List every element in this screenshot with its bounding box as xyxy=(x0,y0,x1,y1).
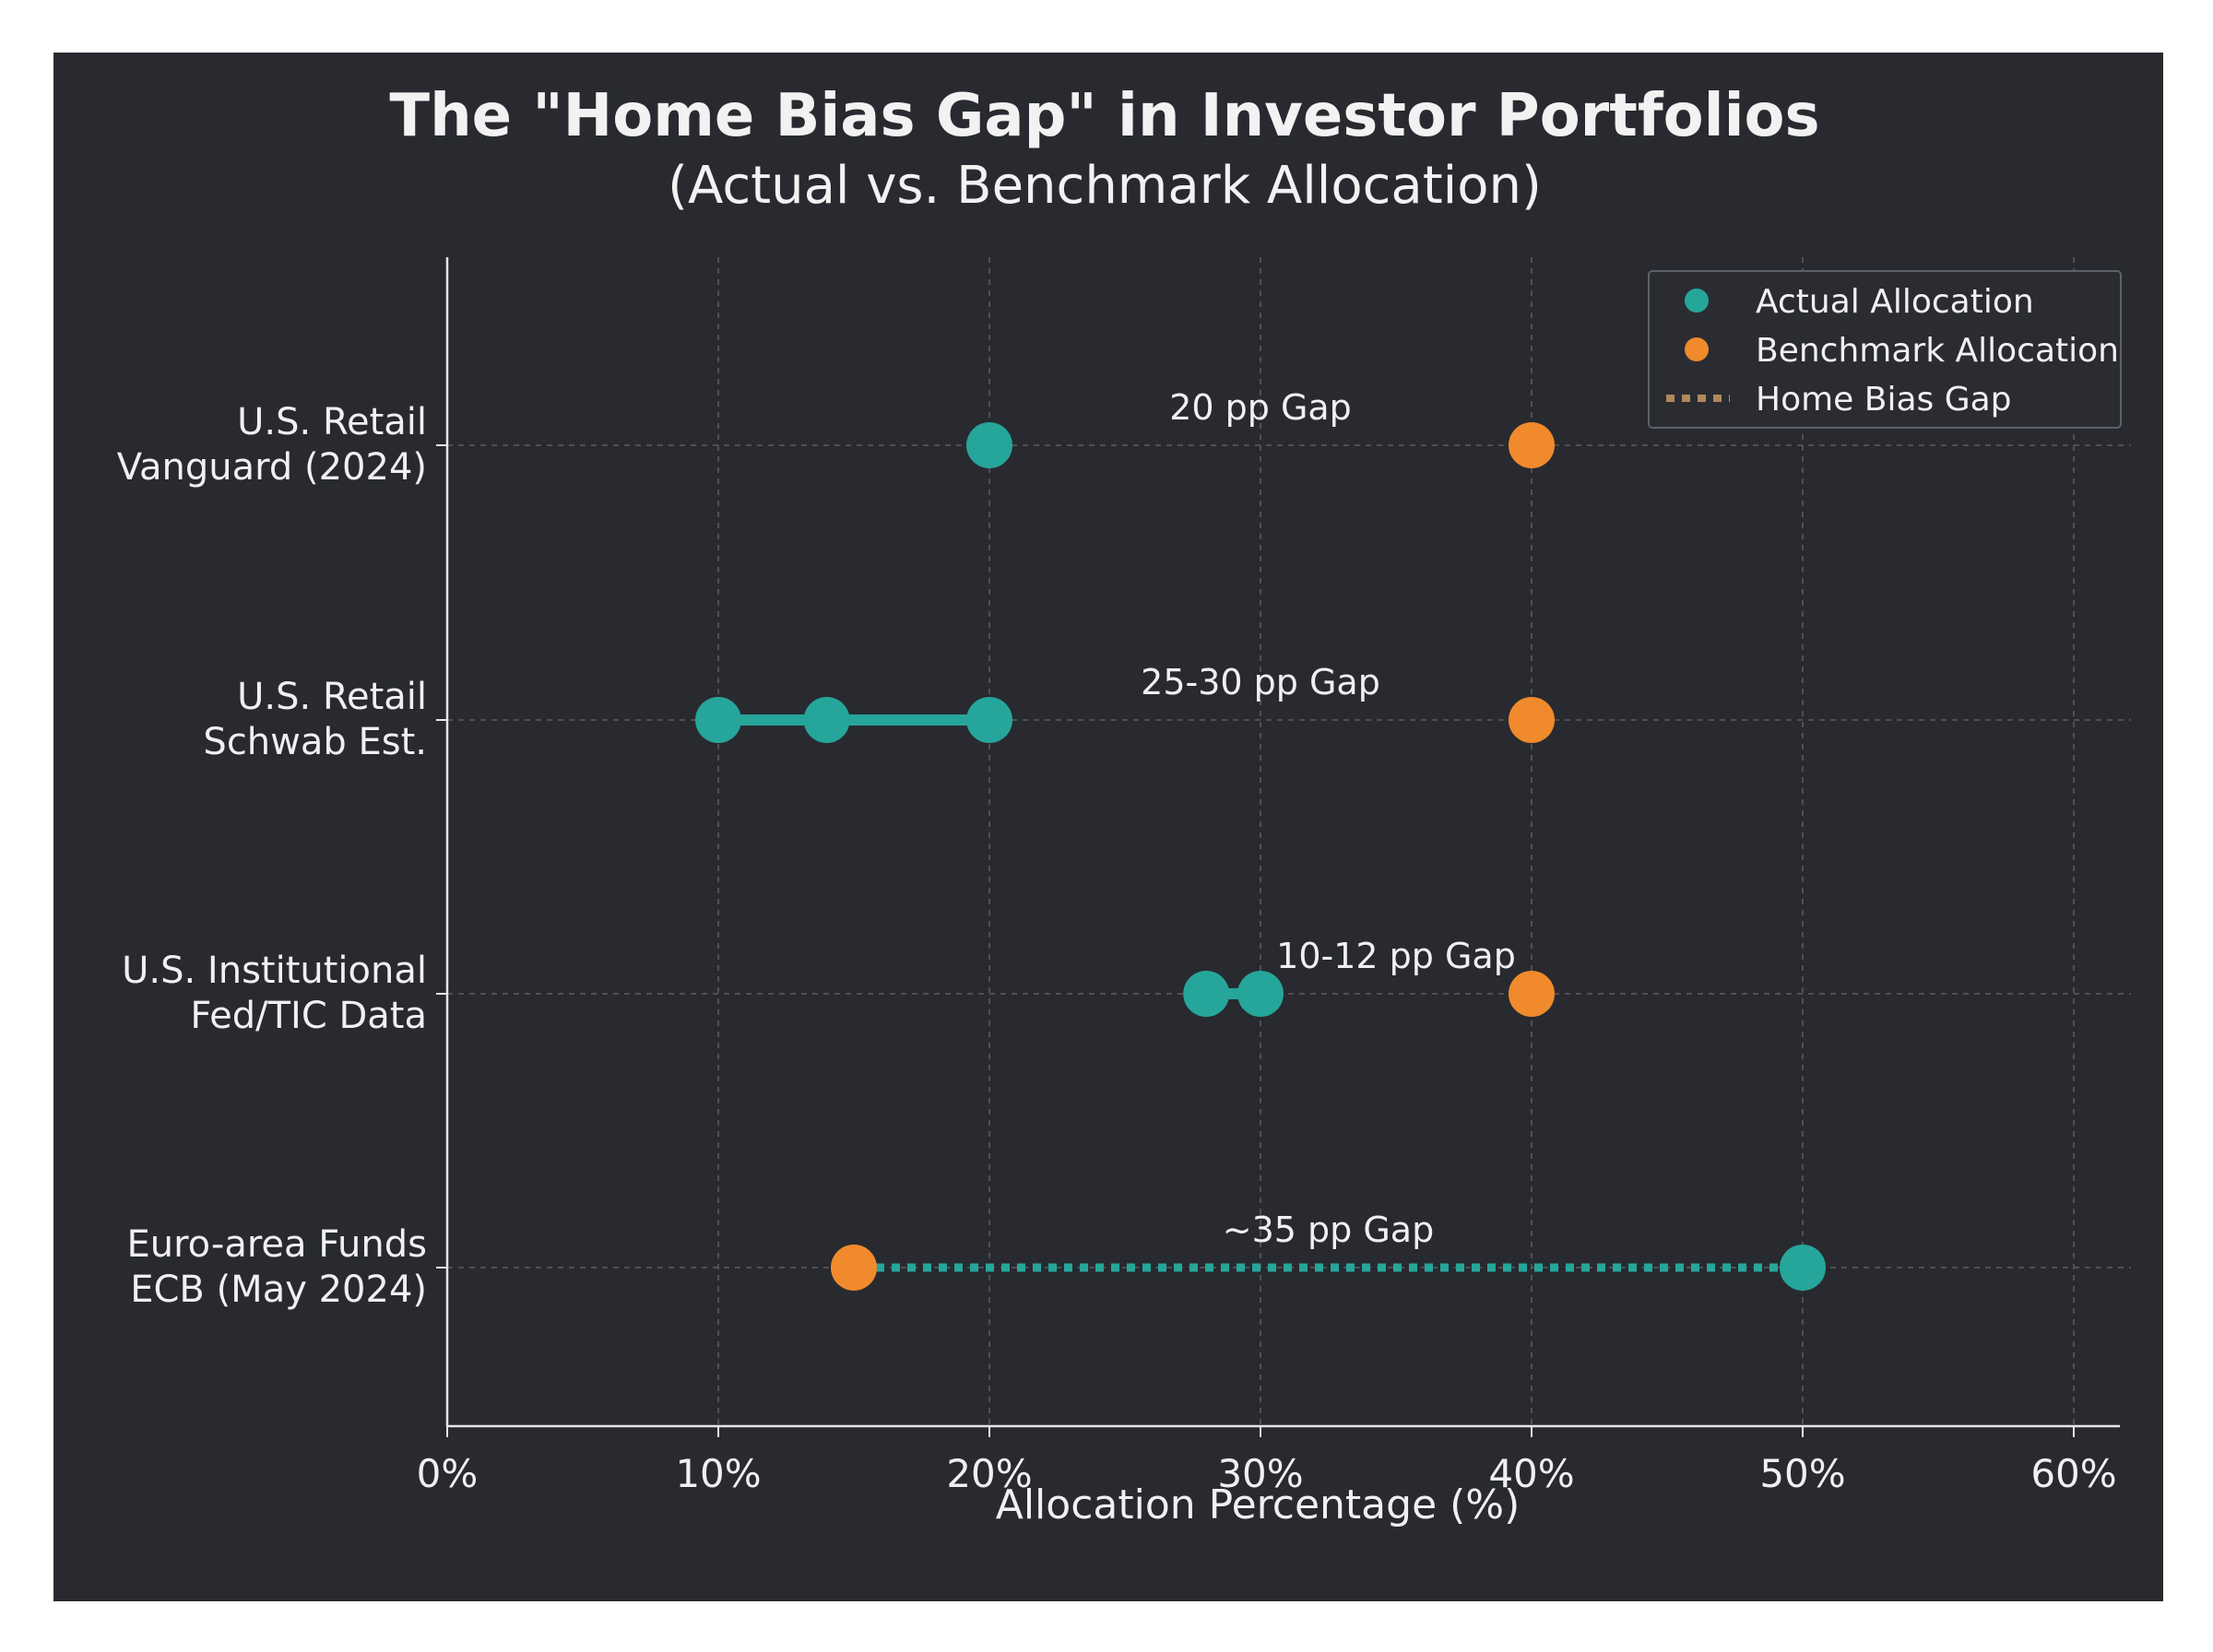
axes-layer xyxy=(436,257,2120,1428)
x-tick-label-50: 50% xyxy=(1759,1451,1845,1496)
legend-benchmark-marker xyxy=(1685,337,1709,361)
x-tick-label-60: 60% xyxy=(2030,1451,2116,1496)
category-label-0-line1: U.S. Retail xyxy=(237,401,427,443)
gap-label-3: ~35 pp Gap xyxy=(1223,1210,1434,1250)
x-tick-label-40: 40% xyxy=(1488,1451,1574,1496)
gap-label-1: 25-30 pp Gap xyxy=(1141,662,1380,702)
gap-label-2: 10-12 pp Gap xyxy=(1276,936,1516,976)
actual-point-2-0 xyxy=(1183,971,1230,1017)
benchmark-point-0 xyxy=(1509,422,1555,468)
grid-layer xyxy=(447,257,2131,1426)
category-label-3-line2: ECB (May 2024) xyxy=(130,1268,427,1311)
actual-point-0-0 xyxy=(966,422,1012,468)
chart-title: The "Home Bias Gap" in Investor Portfoli… xyxy=(389,82,1819,150)
category-label-1-line1: U.S. Retail xyxy=(237,676,427,718)
legend-benchmark-label: Benchmark Allocation xyxy=(1756,332,2119,370)
category-label-2-line2: Fed/TIC Data xyxy=(190,995,427,1037)
chart-svg: The "Home Bias Gap" in Investor Portfoli… xyxy=(117,82,2131,1528)
benchmark-point-3 xyxy=(831,1245,877,1291)
actual-point-3-0 xyxy=(1780,1245,1826,1291)
legend-actual-label: Actual Allocation xyxy=(1756,283,2034,321)
x-axis-label: Allocation Percentage (%) xyxy=(996,1481,1521,1528)
actual-point-2-1 xyxy=(1237,971,1284,1017)
x-tick-label-30: 30% xyxy=(1217,1451,1303,1496)
category-label-1-line2: Schwab Est. xyxy=(203,721,427,763)
actual-point-1-2 xyxy=(966,697,1012,743)
chart-panel: The "Home Bias Gap" in Investor Portfoli… xyxy=(53,53,2163,1601)
gap-label-0: 20 pp Gap xyxy=(1169,387,1352,428)
x-tick-label-0: 0% xyxy=(417,1451,479,1496)
legend-actual-marker xyxy=(1685,289,1709,313)
actual-point-1-0 xyxy=(695,697,741,743)
legend-gap-label: Home Bias Gap xyxy=(1756,381,2012,419)
benchmark-point-2 xyxy=(1509,971,1555,1017)
data-marks: 20 pp Gap 25-30 pp Gap 10-12 pp Gap ~35 pp … xyxy=(695,387,1826,1291)
category-label-2-line1: U.S. Institutional xyxy=(122,950,427,992)
legend-box xyxy=(1648,270,2122,429)
category-label-0-line2: Vanguard (2024) xyxy=(117,446,427,489)
x-tick-label-10: 10% xyxy=(675,1451,761,1496)
x-tick-label-20: 20% xyxy=(946,1451,1032,1496)
legend: Actual Allocation Benchmark Allocation H… xyxy=(1648,270,2122,429)
actual-point-1-1 xyxy=(803,697,850,743)
chart-subtitle: (Actual vs. Benchmark Allocation) xyxy=(668,156,1542,216)
x-ticks: 0% 10% 20% 30% 40% 50% 60% xyxy=(417,1426,2117,1496)
benchmark-point-1 xyxy=(1509,697,1555,743)
category-label-3-line1: Euro-area Funds xyxy=(126,1223,427,1266)
